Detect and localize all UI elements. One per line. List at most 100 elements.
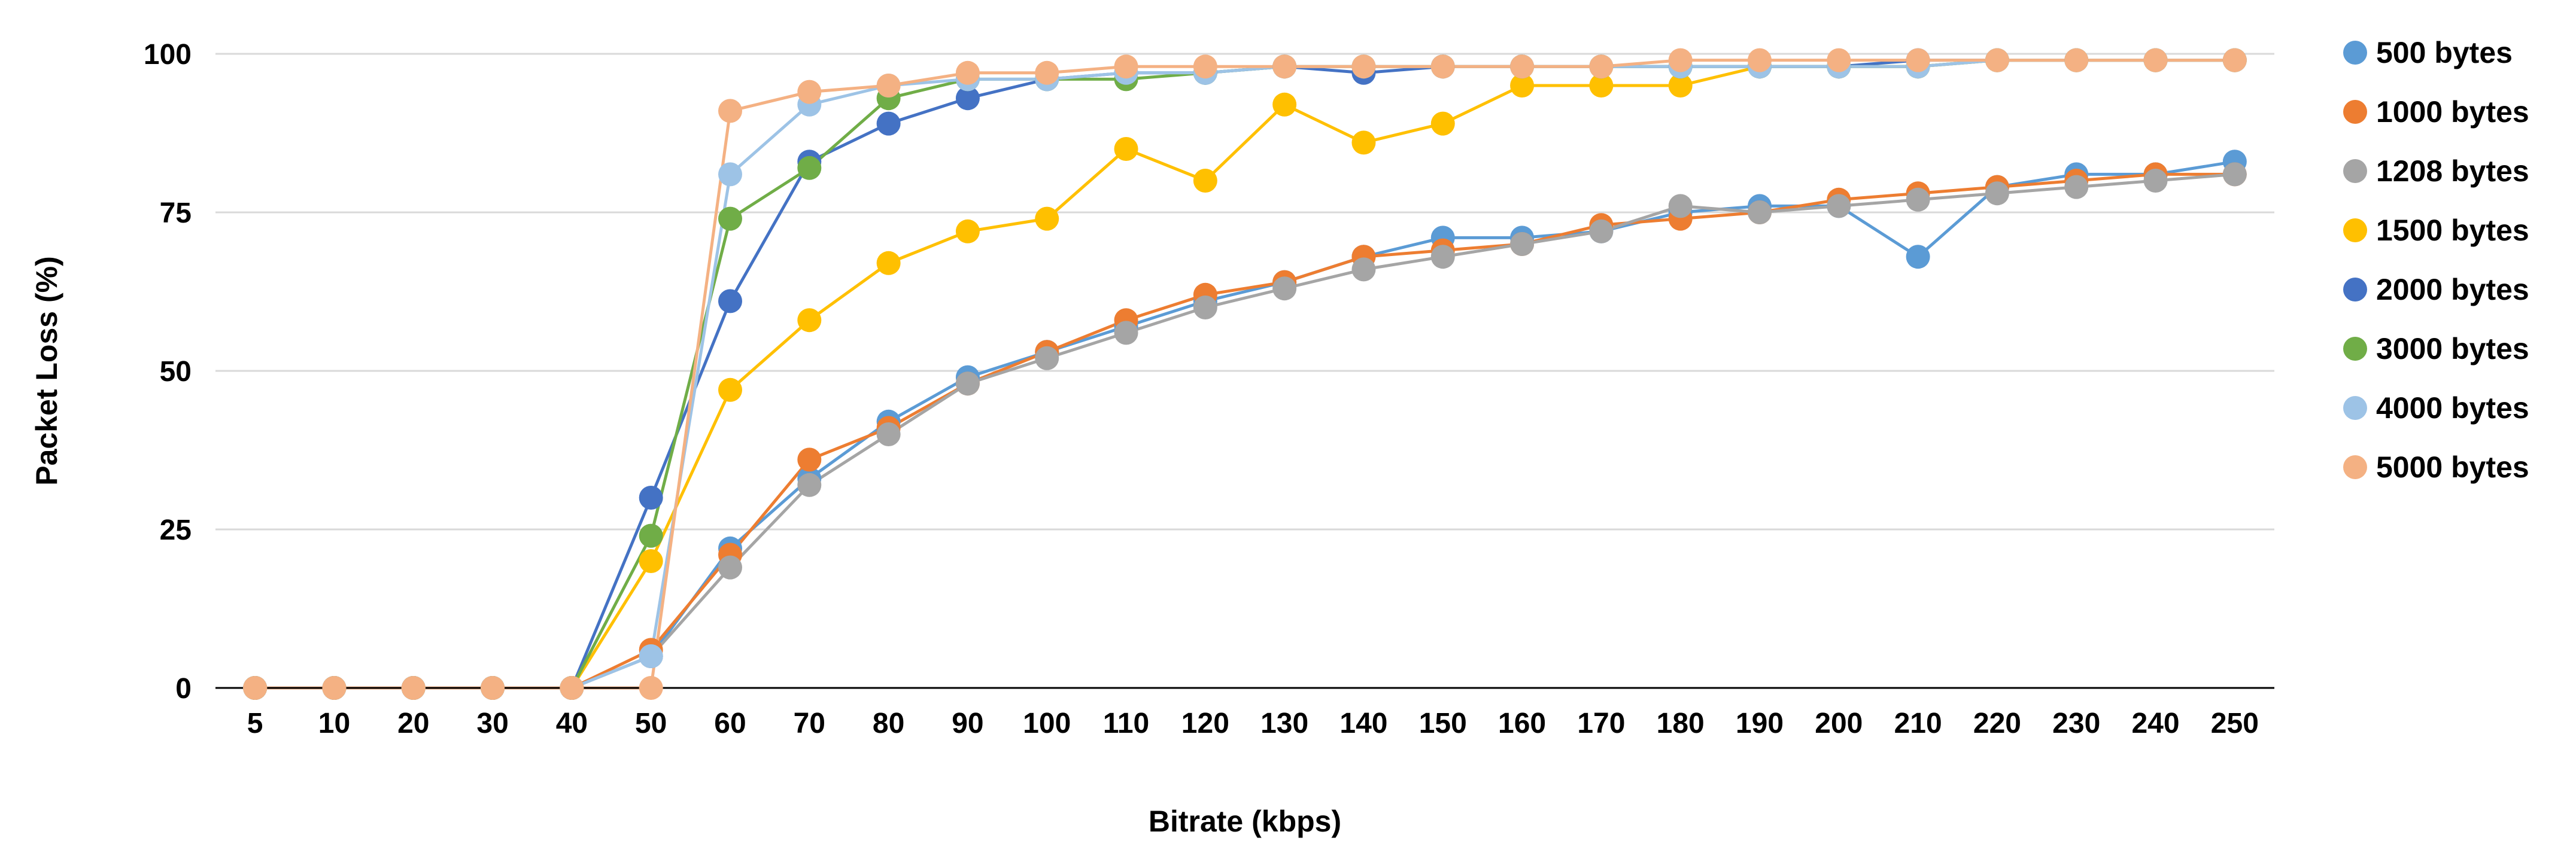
data-point [401, 676, 426, 700]
data-point [876, 74, 901, 98]
data-point [1589, 54, 1614, 79]
data-point [1668, 48, 1693, 72]
legend-item: 2000 bytes [2343, 273, 2529, 306]
data-point [797, 156, 822, 180]
x-tick-label: 120 [1181, 708, 1229, 739]
data-point [876, 422, 901, 446]
legend-label: 500 bytes [2376, 36, 2513, 69]
data-point [718, 289, 742, 313]
data-point [560, 676, 584, 700]
data-point [718, 206, 742, 231]
data-point [1510, 74, 1535, 98]
data-point [639, 549, 663, 573]
data-point [1430, 245, 1455, 269]
data-point [718, 555, 742, 580]
y-tick-label: 100 [144, 39, 192, 71]
legend-marker [2343, 100, 2367, 124]
data-point [481, 676, 505, 700]
legend-marker [2343, 455, 2367, 479]
data-point [955, 371, 980, 396]
series-line [255, 172, 2235, 690]
x-axis-ticks: 5 10 20 30 40 50 60 70 80 90 100 110 120 130 140 150 160… [247, 708, 2259, 739]
data-point [1906, 187, 1930, 212]
data-point [1272, 54, 1297, 79]
legend-marker [2343, 159, 2367, 183]
data-point [2064, 48, 2089, 72]
data-point [955, 60, 980, 85]
data-point [1827, 48, 1851, 72]
data-point [639, 486, 663, 510]
series-points-group [243, 48, 2247, 700]
series-line [255, 59, 2235, 690]
x-tick-label: 100 [1023, 708, 1071, 739]
data-point [1906, 245, 1930, 269]
legend-label: 5000 bytes [2376, 450, 2529, 484]
x-tick-label: 170 [1577, 708, 1625, 739]
series-line [255, 59, 2235, 690]
data-point [1193, 169, 1217, 193]
series-points-group [243, 162, 2247, 700]
data-point [1193, 54, 1217, 79]
data-point [1272, 92, 1297, 117]
data-point [1748, 200, 1772, 224]
legend-label: 1208 bytes [2376, 154, 2529, 188]
x-tick-label: 40 [556, 708, 588, 739]
legend-item: 1500 bytes [2343, 214, 2529, 247]
y-axis-ticks: 0 25 50 75 100 [144, 39, 192, 705]
data-point [1114, 54, 1138, 79]
gridlines [215, 53, 2274, 531]
data-point [1589, 74, 1614, 98]
legend: 500 bytes 1000 bytes 1208 bytes 1500 bytes 2… [2343, 36, 2529, 484]
x-tick-label: 140 [1339, 708, 1387, 739]
data-point [718, 162, 742, 187]
series-line [255, 160, 2235, 690]
legend-label: 3000 bytes [2376, 332, 2529, 366]
x-tick-label: 240 [2131, 708, 2179, 739]
legend-item: 5000 bytes [2343, 450, 2529, 484]
data-point [718, 377, 742, 402]
legend-label: 1000 bytes [2376, 95, 2529, 129]
x-tick-label: 110 [1103, 708, 1149, 739]
x-tick-label: 90 [952, 708, 983, 739]
y-axis-title: Packet Loss (%) [30, 256, 63, 485]
data-point [876, 111, 901, 136]
data-point [639, 523, 663, 548]
x-tick-label: 70 [794, 708, 825, 739]
data-point [639, 676, 663, 700]
series-line [255, 59, 2235, 690]
x-tick-label: 130 [1260, 708, 1308, 739]
data-point [1430, 111, 1455, 136]
data-point [1035, 346, 1059, 370]
data-point [2064, 175, 2089, 199]
x-tick-label: 230 [2052, 708, 2100, 739]
data-point [797, 80, 822, 104]
x-tick-label: 190 [1736, 708, 1784, 739]
data-point [1510, 232, 1535, 256]
series-points-group [243, 48, 2247, 700]
series-points-group [243, 48, 2247, 700]
data-point [2143, 169, 2168, 193]
data-point [322, 676, 347, 700]
x-tick-label: 200 [1815, 708, 1863, 739]
data-point [2222, 162, 2247, 187]
legend-label: 4000 bytes [2376, 391, 2529, 425]
data-point [1193, 296, 1217, 319]
x-tick-label: 5 [247, 708, 263, 739]
data-point [1510, 54, 1535, 79]
data-point [718, 99, 742, 123]
y-tick-label: 50 [160, 356, 192, 388]
data-point [1035, 206, 1059, 231]
legend-marker [2343, 396, 2367, 420]
series-line [255, 59, 2235, 690]
legend-item: 1000 bytes [2343, 95, 2529, 129]
data-point [1351, 257, 1376, 282]
data-point [1985, 181, 2009, 206]
x-tick-label: 60 [714, 708, 746, 739]
data-point [639, 644, 663, 668]
series-points-group [243, 48, 2247, 700]
x-tick-label: 160 [1498, 708, 1546, 739]
data-point [1748, 48, 1772, 72]
data-point [1985, 48, 2009, 72]
y-tick-label: 0 [175, 673, 192, 705]
